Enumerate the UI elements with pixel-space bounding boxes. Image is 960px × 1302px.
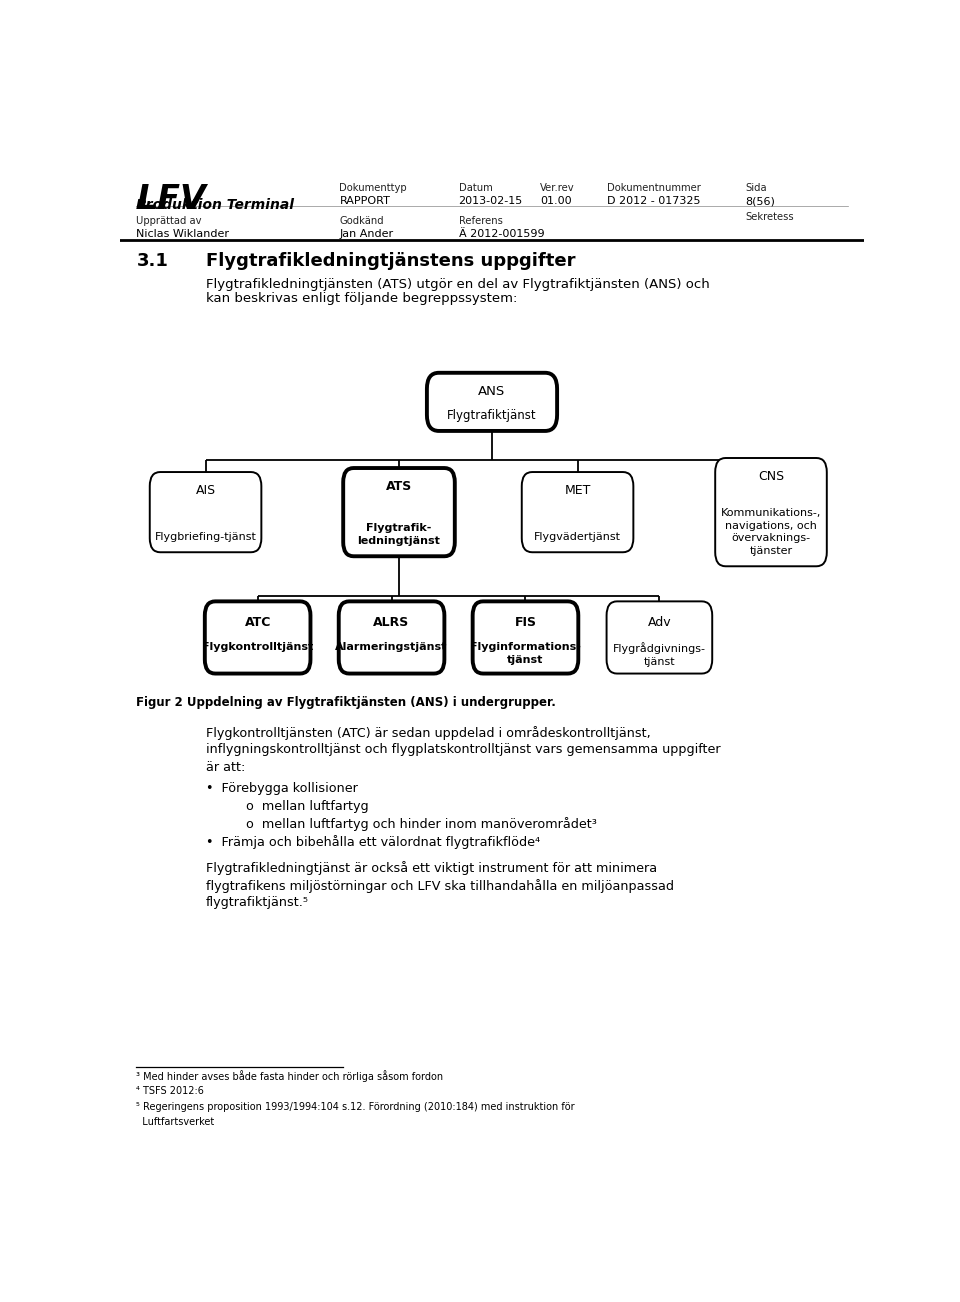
- FancyBboxPatch shape: [344, 467, 455, 556]
- Text: Referens: Referens: [459, 216, 502, 227]
- Text: Dokumentnummer: Dokumentnummer: [608, 182, 701, 193]
- Text: ANS: ANS: [478, 385, 506, 398]
- Text: ATC: ATC: [245, 616, 271, 629]
- Text: Figur 2 Uppdelning av Flygtrafiktjänsten (ANS) i undergrupper.: Figur 2 Uppdelning av Flygtrafiktjänsten…: [136, 695, 556, 708]
- Text: Alarmeringstjänst: Alarmeringstjänst: [335, 642, 447, 652]
- FancyBboxPatch shape: [150, 473, 261, 552]
- Text: Jan Ander: Jan Ander: [340, 229, 394, 240]
- Text: Flygtrafikledningtjänstens uppgifter: Flygtrafikledningtjänstens uppgifter: [205, 253, 575, 271]
- Text: CNS: CNS: [758, 470, 784, 483]
- Text: Flygvädertjänst: Flygvädertjänst: [534, 533, 621, 542]
- Text: Godkänd: Godkänd: [340, 216, 384, 227]
- Text: Ver.rev: Ver.rev: [540, 182, 575, 193]
- Text: kan beskrivas enligt följande begreppssystem:: kan beskrivas enligt följande begreppssy…: [205, 292, 516, 305]
- Text: FIS: FIS: [515, 616, 537, 629]
- Text: Ä 2012-001599: Ä 2012-001599: [459, 229, 544, 240]
- FancyBboxPatch shape: [472, 602, 578, 673]
- Text: o  mellan luftfartyg: o mellan luftfartyg: [247, 799, 369, 812]
- Text: Flygbriefing-tjänst: Flygbriefing-tjänst: [155, 533, 256, 542]
- Text: MET: MET: [564, 483, 590, 496]
- FancyBboxPatch shape: [522, 473, 634, 552]
- Text: Kommunikations-,
navigations, och
övervaknings-
tjänster: Kommunikations-, navigations, och överva…: [721, 508, 821, 556]
- Text: Sida: Sida: [745, 182, 767, 193]
- FancyBboxPatch shape: [715, 458, 827, 566]
- FancyBboxPatch shape: [427, 372, 557, 431]
- Text: 8(56): 8(56): [745, 197, 775, 206]
- Text: Flygtrafiktjänst: Flygtrafiktjänst: [447, 409, 537, 422]
- Text: 01.00: 01.00: [540, 197, 572, 206]
- Text: Flygtrafikledningtjänsten (ATS) utgör en del av Flygtrafiktjänsten (ANS) och: Flygtrafikledningtjänsten (ATS) utgör en…: [205, 277, 709, 290]
- FancyBboxPatch shape: [607, 602, 712, 673]
- Text: ³ Med hinder avses både fasta hinder och rörliga såsom fordon: ³ Med hinder avses både fasta hinder och…: [136, 1070, 444, 1082]
- Text: •  Förebygga kollisioner: • Förebygga kollisioner: [205, 783, 357, 796]
- Text: Luftfartsverket: Luftfartsverket: [136, 1117, 215, 1128]
- Text: Flygkontrolltjänsten (ATC) är sedan uppdelad i områdeskontrolltjänst,: Flygkontrolltjänsten (ATC) är sedan uppd…: [205, 725, 650, 740]
- Text: Produktion Terminal: Produktion Terminal: [136, 198, 295, 212]
- Text: ATS: ATS: [386, 479, 412, 492]
- Text: Flygtrafikledningtjänst är också ett viktigt instrument för att minimera: Flygtrafikledningtjänst är också ett vik…: [205, 862, 657, 875]
- Text: Flygtrafik-
ledningtjänst: Flygtrafik- ledningtjänst: [357, 523, 441, 547]
- Text: flygtrafikens miljöstörningar och LFV ska tillhandahålla en miljöanpassad: flygtrafikens miljöstörningar och LFV sk…: [205, 879, 674, 893]
- Text: Dokumenttyp: Dokumenttyp: [340, 182, 407, 193]
- Text: o  mellan luftfartyg och hinder inom manöverområdet³: o mellan luftfartyg och hinder inom manö…: [247, 818, 597, 832]
- Text: •  Främja och bibehålla ett välordnat flygtrafikflöde⁴: • Främja och bibehålla ett välordnat fly…: [205, 835, 540, 849]
- Text: RAPPORT: RAPPORT: [340, 197, 391, 206]
- Text: Sekretess: Sekretess: [745, 212, 794, 223]
- Text: Flyginformations-
tjänst: Flyginformations- tjänst: [470, 642, 581, 665]
- Text: flygtrafiktjänst.⁵: flygtrafiktjänst.⁵: [205, 896, 308, 909]
- Text: Flygkontrolltjänst: Flygkontrolltjänst: [202, 642, 313, 652]
- Text: D 2012 - 017325: D 2012 - 017325: [608, 197, 701, 206]
- Text: ⁴ TSFS 2012:6: ⁴ TSFS 2012:6: [136, 1086, 204, 1096]
- Text: AIS: AIS: [196, 483, 216, 496]
- Text: Upprättad av: Upprättad av: [136, 216, 202, 227]
- Text: inflygningskontrolltjänst och flygplatskontrolltjänst vars gemensamma uppgifter: inflygningskontrolltjänst och flygplatsk…: [205, 743, 720, 756]
- Text: är att:: är att:: [205, 760, 245, 773]
- Text: 2013-02-15: 2013-02-15: [459, 197, 523, 206]
- Text: ⁵ Regeringens proposition 1993/1994:104 s.12. Förordning (2010:184) med instrukt: ⁵ Regeringens proposition 1993/1994:104 …: [136, 1101, 575, 1112]
- Text: Flygrådgivnings-
tjänst: Flygrådgivnings- tjänst: [612, 642, 706, 667]
- FancyBboxPatch shape: [339, 602, 444, 673]
- Text: Niclas Wiklander: Niclas Wiklander: [136, 229, 229, 240]
- Text: LFV: LFV: [136, 182, 206, 216]
- Text: Adv: Adv: [648, 616, 671, 629]
- Text: ALRS: ALRS: [373, 616, 410, 629]
- Text: Datum: Datum: [459, 182, 492, 193]
- Text: 3.1: 3.1: [136, 253, 168, 271]
- FancyBboxPatch shape: [204, 602, 310, 673]
